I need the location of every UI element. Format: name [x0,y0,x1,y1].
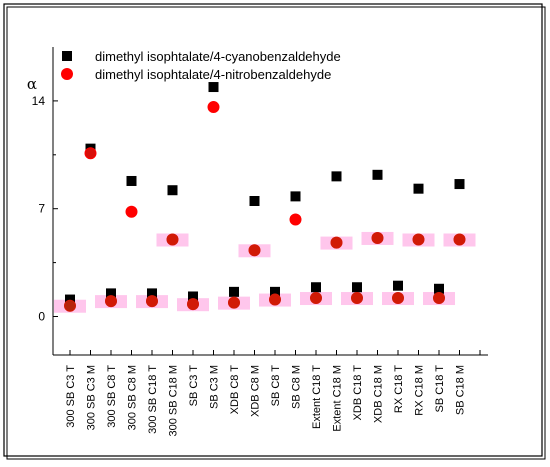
axes-group: 0 7 14α 300 SB C3 T 300 SB C3 M 300 SB C8 T 30… [27,47,488,437]
x-category-label: 300 SB C3 M [86,365,98,430]
x-category-label: RX C18 T [393,365,405,413]
cyano-point [434,283,444,294]
cyano-point [65,294,75,305]
x-category-label: Extent C18 T [311,365,323,429]
nitro-point [371,231,384,244]
cyano-point [167,185,178,196]
y-tick-label: 14 [32,94,46,108]
nitro-point-overlay [310,292,322,305]
y-tick-label: 0 [38,310,45,324]
x-category-label: SB C18 T [434,365,446,413]
x-category-label: 300 SB C3 T [65,365,77,428]
x-category-label: XDB C8 T [229,365,241,415]
cyano-point [311,282,321,293]
x-category-label: SB C3 T [188,365,200,407]
cyano-point [249,196,260,206]
overlap-shade [85,148,96,159]
x-category-label: SB C8 T [270,365,282,407]
x-category-label: XDB C18 M [373,365,385,423]
cyano-point [126,175,137,186]
legend-group: dimethyl isophtalate/4-cyanobenzaldehyde… [61,49,341,82]
nitro-point [310,292,322,305]
nitro-point [269,293,281,306]
cyano-point [372,169,383,180]
cyano-point [147,288,157,299]
marks-group [64,82,466,312]
nitro-point [330,236,343,249]
x-category-label: Extent C18 M [332,365,344,432]
nitro-point [392,292,404,305]
nitro-point [166,233,179,246]
nitro-point-overlay [412,233,425,246]
nitro-point-overlay [146,295,158,308]
nitro-point-overlay [371,231,384,244]
nitro-point-overlay [351,292,363,305]
nitro-point-overlay [228,296,240,309]
nitro-point [146,295,158,308]
cyano-point [393,280,403,291]
nitro-point-overlay [166,233,179,246]
nitro-point [351,292,363,305]
nitro-point-overlay [392,292,404,305]
nitro-point [125,205,138,218]
cyano-point [106,288,116,299]
nitro-point-overlay [269,293,281,306]
nitro-point [84,147,97,160]
cyano-point [229,286,239,297]
nitro-point-overlay [105,295,117,308]
x-category-label: 300 SB C18 T [147,365,159,434]
legend-label-nitro: dimethyl isophtalate/4-nitrobenzaldehyde [95,67,331,82]
nitro-point-overlay [453,233,466,246]
nitro-point-overlay [187,298,199,311]
overlap-shade [65,300,75,311]
nitro-point-overlay [433,292,445,305]
nitro-point-overlay [64,299,76,312]
chart-frame [3,3,543,457]
nitro-point [228,296,240,309]
nitro-point [433,292,445,305]
nitro-point [289,213,302,226]
legend-marker-cyano [62,51,72,61]
nitro-point [187,298,199,311]
x-category-label: XDB C18 T [352,365,364,421]
cyano-point [352,282,362,293]
x-category-label: SB C18 M [455,365,467,415]
chart-frame-shadow [6,6,546,460]
legend-label-cyano: dimethyl isophtalate/4-cyanobenzaldehyde [95,49,341,64]
cyano-point [331,171,342,182]
cyano-point [208,82,219,93]
nitro-point [453,233,466,246]
x-category-label: 300 SB C18 M [168,365,180,437]
cyano-point [413,183,424,194]
x-category-label: 300 SB C8 M [127,365,139,430]
nitro-point-overlay [330,236,343,249]
x-category-label: 300 SB C8 T [106,365,118,428]
legend-marker-nitro [61,68,73,80]
cyano-point [270,286,280,297]
x-category-label: RX C18 M [414,365,426,416]
nitro-point [207,101,220,114]
x-category-label: SB C8 M [291,365,303,409]
cyano-point [454,179,465,190]
cyano-point [188,291,198,302]
nitro-point [412,233,425,246]
nitro-point [64,299,76,312]
x-category-label: XDB C8 M [250,365,262,417]
y-axis-label: α [27,75,37,93]
nitro-point [248,244,261,257]
cyano-point [290,191,301,202]
y-tick-label: 7 [38,202,45,216]
nitro-point [105,295,117,308]
x-category-label: SB C3 M [209,365,221,409]
nitro-point-overlay [248,244,261,257]
